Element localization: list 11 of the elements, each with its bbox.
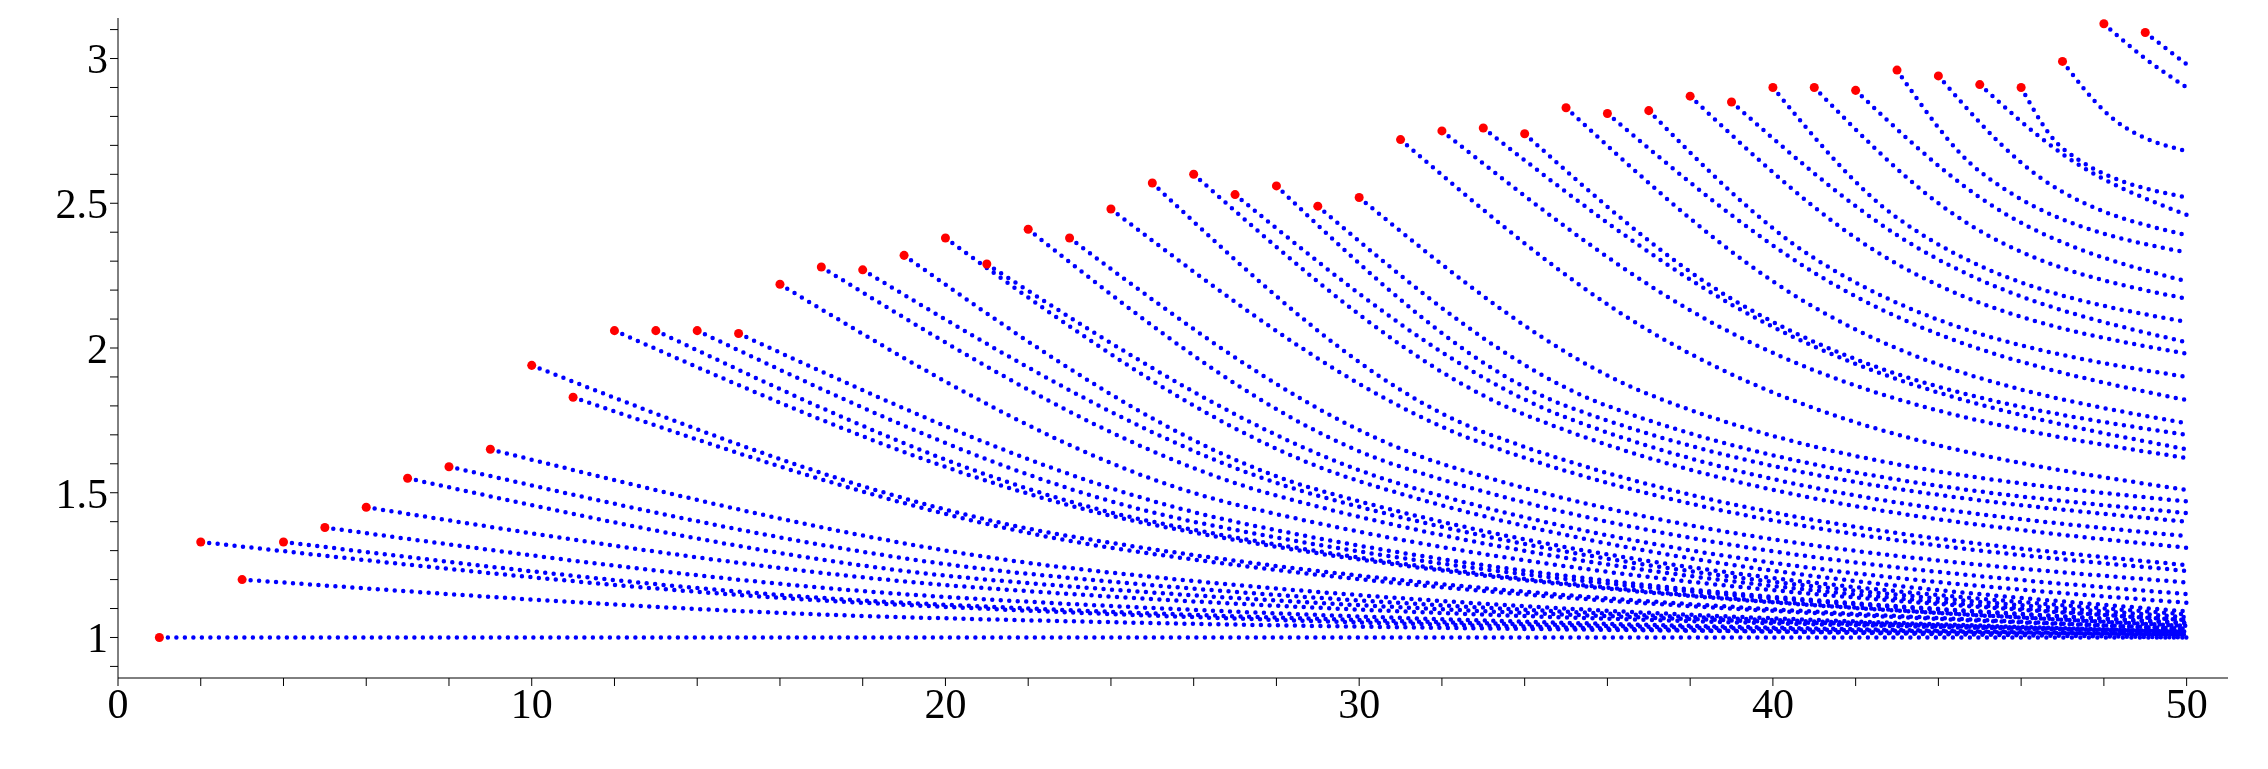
y-tick-label: 2.5 — [55, 181, 108, 228]
x-tick-label: 20 — [924, 680, 967, 727]
y-tick-label: 1 — [87, 615, 108, 662]
y-tick-label: 3 — [87, 36, 108, 83]
x-tick-label: 50 — [2165, 680, 2208, 727]
x-tick-label: 40 — [1751, 680, 1794, 727]
x-tick-label: 30 — [1338, 680, 1381, 727]
x-tick-label: 10 — [510, 680, 553, 727]
y-tick-label: 1.5 — [55, 470, 108, 517]
y-tick-label: 2 — [87, 325, 108, 372]
x-tick-label: 0 — [107, 680, 129, 727]
